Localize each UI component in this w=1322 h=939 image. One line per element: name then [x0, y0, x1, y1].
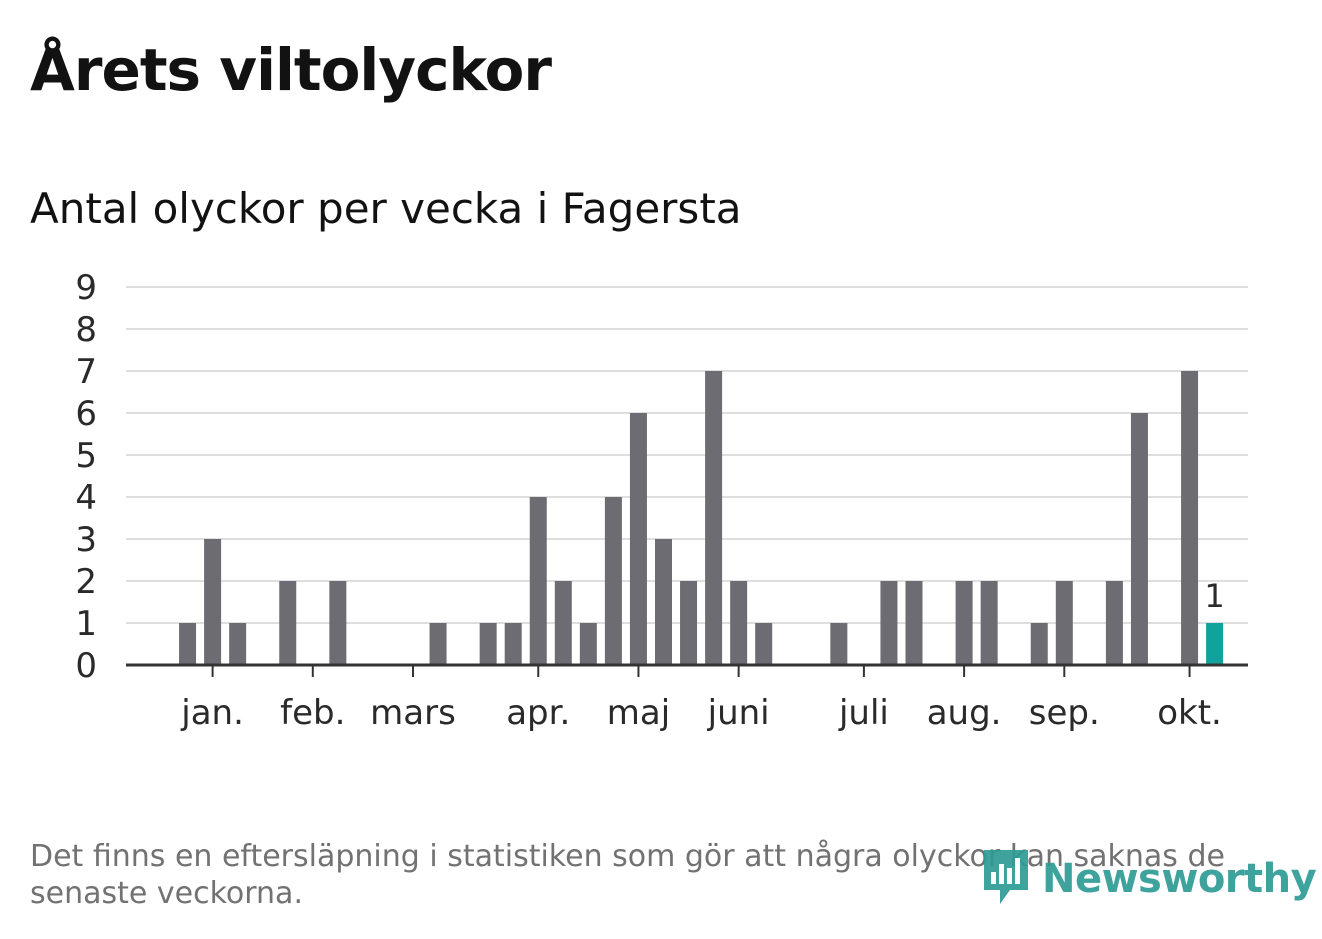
bar-week-3 — [204, 539, 222, 665]
bar-week-14 — [479, 623, 497, 665]
bar-week-16 — [529, 497, 547, 665]
brand-logo: Newsworthy — [980, 846, 1317, 912]
bar-week-8 — [329, 581, 347, 665]
x-tick-label: aug. — [927, 693, 1002, 733]
y-tick-label: 5 — [75, 436, 97, 476]
bar-week-34 — [980, 581, 998, 665]
brand-name: Newsworthy — [1042, 856, 1317, 902]
bar-week-31 — [905, 581, 923, 665]
chart-subtitle: Antal olyckor per vecka i Fagersta — [30, 184, 742, 233]
x-tick-label: maj — [607, 693, 670, 733]
bar-week-17 — [554, 581, 572, 665]
bar-current-week — [1206, 623, 1224, 665]
y-tick-label: 3 — [75, 520, 97, 560]
y-tick-label: 0 — [75, 646, 97, 686]
x-tick-label: feb. — [280, 693, 345, 733]
bar-week-39 — [1105, 581, 1123, 665]
y-tick-label: 8 — [75, 310, 97, 350]
bar-week-12 — [429, 623, 447, 665]
gridlines — [126, 286, 1248, 624]
bar-week-15 — [504, 623, 522, 665]
bar-week-23 — [705, 371, 723, 665]
bar-week-33 — [955, 581, 973, 665]
x-tick-label: juli — [838, 693, 889, 733]
newsworthy-logo-icon — [980, 846, 1032, 912]
bar-week-22 — [680, 581, 698, 665]
bar-week-2 — [179, 623, 197, 665]
y-tick-label: 1 — [75, 604, 97, 644]
bar-week-6 — [279, 581, 297, 665]
bar-week-21 — [655, 539, 672, 665]
page-title: Årets viltolyckor — [30, 36, 552, 104]
bar-week-19 — [604, 497, 622, 665]
bar-week-30 — [880, 581, 898, 665]
bar-week-28 — [830, 623, 848, 665]
y-tick-label: 7 — [75, 352, 97, 392]
x-tick-label: juni — [707, 693, 770, 733]
bar-week-36 — [1030, 623, 1048, 665]
bar-week-25 — [755, 623, 773, 665]
y-tick-label: 2 — [75, 562, 97, 602]
x-tick-label: apr. — [506, 693, 570, 733]
bars: 1 — [179, 371, 1225, 665]
bar-week-4 — [229, 623, 247, 665]
x-axis-ticks: jan. feb. mars apr. maj juni juli aug. sep. okt. — [126, 663, 1248, 733]
y-tick-label: 9 — [75, 268, 97, 308]
data-label-current-week: 1 — [1204, 577, 1224, 615]
x-tick-label: jan. — [180, 693, 244, 733]
bar-week-24 — [730, 581, 748, 665]
bar-week-42 — [1181, 371, 1199, 665]
y-tick-label: 6 — [75, 394, 97, 434]
x-tick-label: okt. — [1157, 693, 1222, 733]
y-tick-label: 4 — [75, 478, 97, 518]
x-tick-label: mars — [370, 693, 456, 733]
bar-week-37 — [1055, 581, 1073, 665]
bar-week-20 — [629, 413, 647, 665]
bar-week-40 — [1130, 413, 1148, 665]
bar-week-18 — [579, 623, 597, 665]
x-tick-label: sep. — [1029, 693, 1100, 733]
